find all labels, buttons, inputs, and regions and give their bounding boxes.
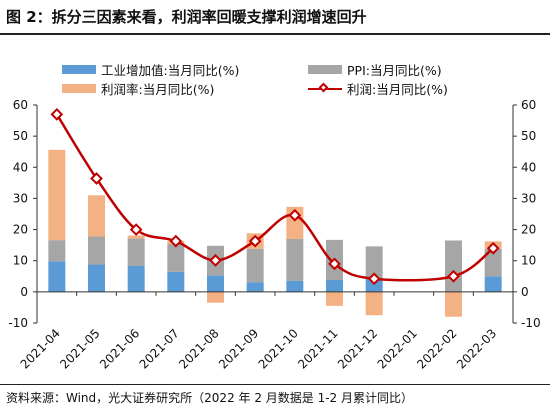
x-tick-label: 2022-01 [375,326,420,371]
y-tick-label-right: 40 [521,160,536,174]
legend-item-profit: 利润:当月同比(%) [308,79,448,98]
x-tick-label: 2022-02 [414,326,459,371]
y-tick-label-left: -10 [8,316,28,330]
bar-ppi [246,248,264,283]
legend-label-ppi: PPI:当月同比(%) [347,63,442,78]
legend-label-profit: 利润:当月同比(%) [347,82,448,97]
legend-swatch-margin [62,84,96,93]
bar-ppi [484,248,502,277]
bar-industry [88,264,105,292]
bar-margin [48,149,66,241]
bar-industry [48,261,66,292]
y-tick-label-right: 10 [521,254,536,268]
y-tick-label-left: 60 [13,98,28,112]
profit-point [90,172,103,185]
bar-margin [326,291,343,306]
y-tick-label-left: 40 [13,160,28,174]
bar-margin [365,291,383,316]
bar-industry [246,282,264,292]
profit-point [248,234,262,248]
bar-ppi [88,236,105,265]
bar-margin [127,235,145,239]
legend-label-industry: 工业增加值:当月同比(%) [101,63,240,78]
bar-ppi [167,243,185,272]
profit-point [169,234,183,248]
profit-point [50,107,64,121]
x-tick-label: 2021-12 [335,326,380,371]
x-tick-label: 2021-07 [137,326,182,371]
y-tick-label-right: 30 [521,191,536,205]
y-tick-label-right: 20 [521,223,536,237]
x-tick-label: 2021-08 [176,326,221,371]
x-tick-label: 2021-04 [18,326,63,371]
y-tick-label-left: 0 [20,285,28,299]
y-tick-label-right: -10 [521,316,541,330]
legend-swatch-ppi [308,65,342,74]
profit-point [447,269,460,283]
bar-margin [445,291,462,317]
bar-industry [127,266,145,292]
y-tick-label-left: 10 [13,254,28,268]
legend-item-ppi: PPI:当月同比(%) [308,60,442,79]
y-tick-label-right: 0 [521,285,529,299]
legend-item-margin: 利润率:当月同比(%) [62,79,214,98]
legend-swatch-industry [62,65,96,74]
title-divider [0,33,550,35]
profit-point [367,272,381,286]
legend: 工业增加值:当月同比(%) PPI:当月同比(%) 利润率:当月同比(%) 利润… [0,0,550,100]
bar-ppi [48,240,66,262]
x-tick-label: 2021-11 [295,326,340,371]
x-tick-label: 2021-09 [216,326,261,371]
profit-point [209,254,222,267]
source-note: 资料来源：Wind，光大证券研究所（2022 年 2 月数据是 1-2 月累计同… [6,391,414,405]
profit-point [486,241,500,255]
bar-industry [484,276,502,292]
y-tick-label-left: 50 [13,129,28,143]
y-tick-label-left: 20 [13,223,28,237]
profit-point [328,257,341,271]
bar-ppi [365,246,383,279]
bar-industry [365,278,383,292]
footer-divider [0,384,550,385]
bar-industry [167,271,185,292]
bar-margin [207,291,224,303]
y-tick-label-left: 30 [13,191,28,205]
bar-ppi [445,240,462,292]
profit-point [129,223,143,236]
bar-margin [88,195,105,237]
bar-industry [207,275,224,292]
y-tick-label-right: 60 [521,98,536,112]
bar-ppi [127,238,145,267]
profit-line [55,113,494,282]
chart-title: 图 2：拆分三因素来看，利润率回暖支撑利润增速回升 [6,8,367,26]
x-tick-label: 2021-06 [97,326,142,371]
y-tick-label-right: 50 [521,129,536,143]
x-tick-label: 2022-03 [454,326,499,371]
bar-ppi [286,238,304,281]
x-tick-label: 2021-05 [57,326,102,371]
profit-point [288,208,302,222]
legend-label-margin: 利润率:当月同比(%) [101,82,215,97]
bar-industry [326,280,343,292]
bar-industry [286,280,304,292]
legend-line-profit [308,83,342,95]
x-tick-label: 2021-10 [256,326,301,371]
legend-item-industry: 工业增加值:当月同比(%) [62,60,239,79]
